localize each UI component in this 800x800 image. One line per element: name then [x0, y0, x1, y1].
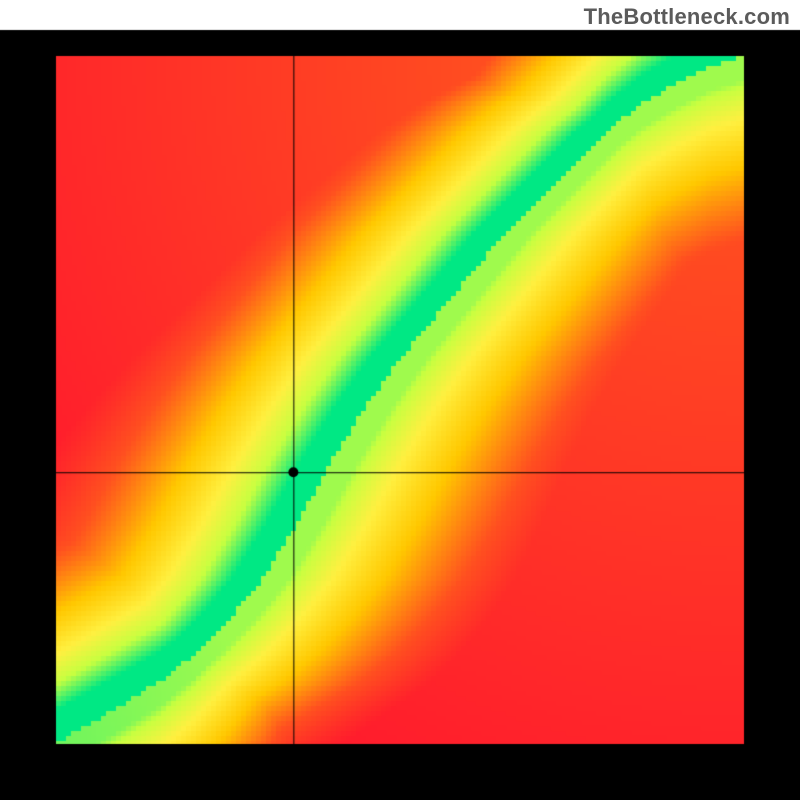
watermark-text: TheBottleneck.com [584, 4, 790, 30]
chart-container: TheBottleneck.com [0, 0, 800, 800]
heatmap-canvas [0, 0, 800, 800]
